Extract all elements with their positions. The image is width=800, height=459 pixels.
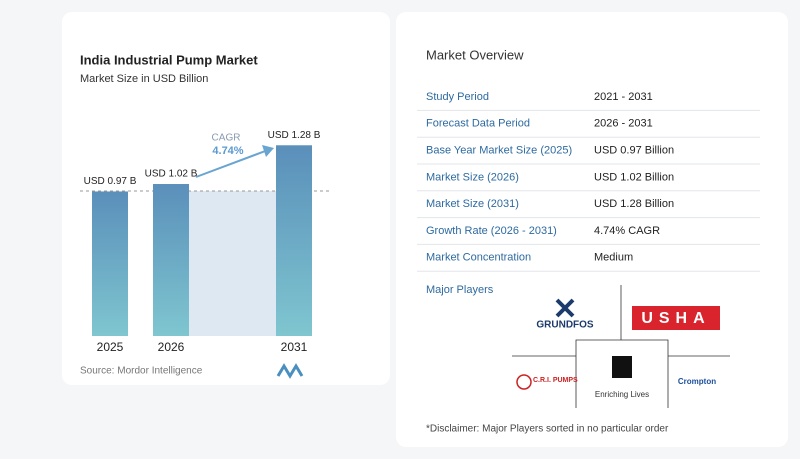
x-tick-label: 2026 — [158, 340, 185, 354]
bar — [153, 184, 189, 336]
player-logo: C.R.I. PUMPS — [533, 377, 578, 384]
players-title: Major Players — [426, 284, 494, 296]
row-label: Growth Rate (2026 - 2031) — [426, 225, 557, 237]
row-label: Market Size (2026) — [426, 171, 519, 183]
row-label: Market Size (2031) — [426, 198, 519, 210]
overview-title: Market Overview — [426, 47, 524, 62]
bar — [276, 145, 312, 336]
player-logo: USHA — [641, 310, 710, 327]
player-logo: GRUNDFOS — [536, 320, 594, 331]
cagr-arrow — [195, 149, 269, 178]
overview-card — [396, 12, 788, 447]
row-value: USD 1.02 Billion — [594, 171, 674, 183]
divider — [575, 339, 669, 408]
chart-title: India Industrial Pump Market — [80, 52, 258, 67]
bar — [92, 191, 128, 336]
x-tick-label: 2025 — [97, 340, 124, 354]
x-tick-label: 2031 — [281, 340, 308, 354]
value-label: USD 1.28 B — [268, 130, 321, 141]
grundfos-icon — [555, 298, 575, 318]
lives-icon — [612, 356, 632, 378]
cagr-value: 4.74% — [212, 145, 243, 157]
cagr-label: CAGR — [212, 133, 241, 144]
row-label: Study Period — [426, 91, 489, 103]
row-value: 2021 - 2031 — [594, 91, 653, 103]
source: Source: Mordor Intelligence — [80, 366, 203, 377]
row-label: Base Year Market Size (2025) — [426, 145, 572, 157]
row-value: USD 1.28 Billion — [594, 198, 674, 210]
growth-band — [189, 191, 276, 336]
player-logo: Crompton — [678, 377, 716, 386]
value-label: USD 0.97 B — [84, 176, 137, 187]
chart-subtitle: Market Size in USD Billion — [80, 73, 208, 85]
player-logo: Enriching Lives — [595, 390, 649, 399]
cri-icon — [516, 374, 532, 390]
cagr-arrowhead — [262, 145, 274, 157]
usha-bg — [632, 306, 720, 330]
value-label: USD 1.02 B — [145, 169, 198, 180]
disclaimer: *Disclaimer: Major Players sorted in no … — [426, 424, 669, 435]
row-label: Market Concentration — [426, 252, 531, 264]
row-label: Forecast Data Period — [426, 118, 530, 130]
row-value: Medium — [594, 252, 633, 264]
row-value: USD 0.97 Billion — [594, 145, 674, 157]
brand-logo — [276, 363, 304, 379]
row-value: 4.74% CAGR — [594, 225, 660, 237]
row-value: 2026 - 2031 — [594, 118, 653, 130]
